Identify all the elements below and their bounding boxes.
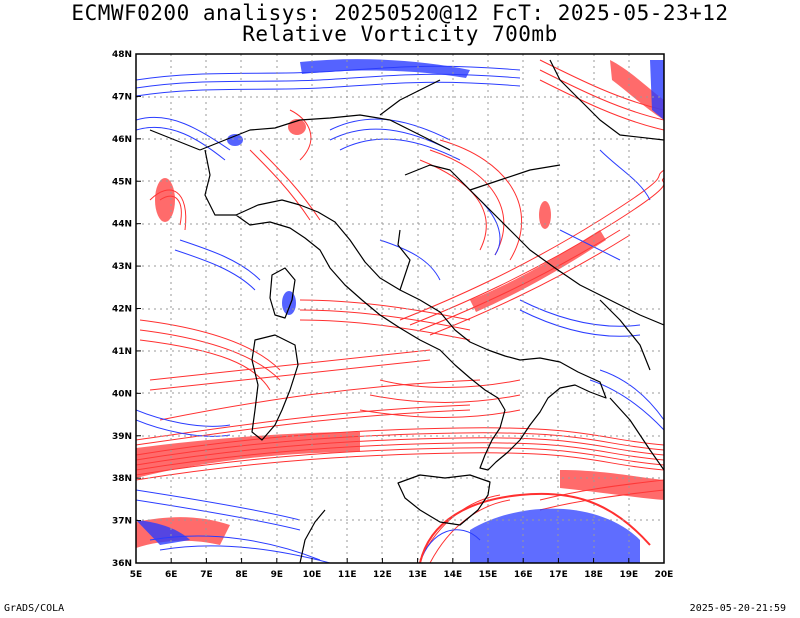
longitude-label: 16E [514,570,533,580]
latitude-label: 38N [112,474,132,484]
latitude-label: 48N [112,50,132,60]
latitude-label: 40N [112,389,132,399]
longitude-label: 11E [338,570,357,580]
latitude-label: 39N [112,432,132,442]
longitude-label: 14E [443,570,462,580]
longitude-label: 17E [549,570,568,580]
longitude-labels: 5E 6E 7E 8E 9E 10E 11E 12E 13E 14E 15E 16E 17E 18E 19E… [130,570,674,580]
longitude-label: 5E [130,570,142,580]
longitude-label: 9E [271,570,283,580]
longitude-label: 12E [373,570,392,580]
longitude-label: 15E [479,570,498,580]
latitude-label: 47N [112,92,132,102]
software-credit: GrADS/COLA [4,603,65,614]
longitude-label: 13E [408,570,427,580]
latitude-label: 37N [112,517,132,527]
longitude-label: 18E [584,570,603,580]
latitude-label: 36N [112,559,132,569]
coastlines-borders [149,59,664,563]
longitude-label: 8E [235,570,247,580]
gridlines [136,54,664,563]
latitude-label: 42N [112,305,132,315]
longitude-label: 7E [200,570,212,580]
axis-ticks [135,53,665,564]
latitude-label: 41N [112,347,132,357]
latitude-label: 45N [112,177,132,187]
contour-field [136,54,664,563]
negative-vorticity-cores [136,59,664,563]
longitude-label: 10E [303,570,322,580]
longitude-label: 6E [165,570,177,580]
latitude-labels: 48N 47N 46N 45N 44N 43N 42N 41N 40N 39N 38N 37N 36N [112,50,132,569]
longitude-label: 20E [655,570,674,580]
longitude-label: 19E [619,570,638,580]
latitude-label: 46N [112,135,132,145]
map-subtitle: Relative Vorticity 700mb [242,22,558,46]
map-title: ECMWF0200 analisys: 20250520@12 FcT: 202… [71,1,729,25]
latitude-label: 44N [112,220,132,230]
generation-timestamp: 2025-05-20-21:59 [689,603,786,614]
latitude-label: 43N [112,262,132,272]
negative-core-outlines [419,492,651,563]
